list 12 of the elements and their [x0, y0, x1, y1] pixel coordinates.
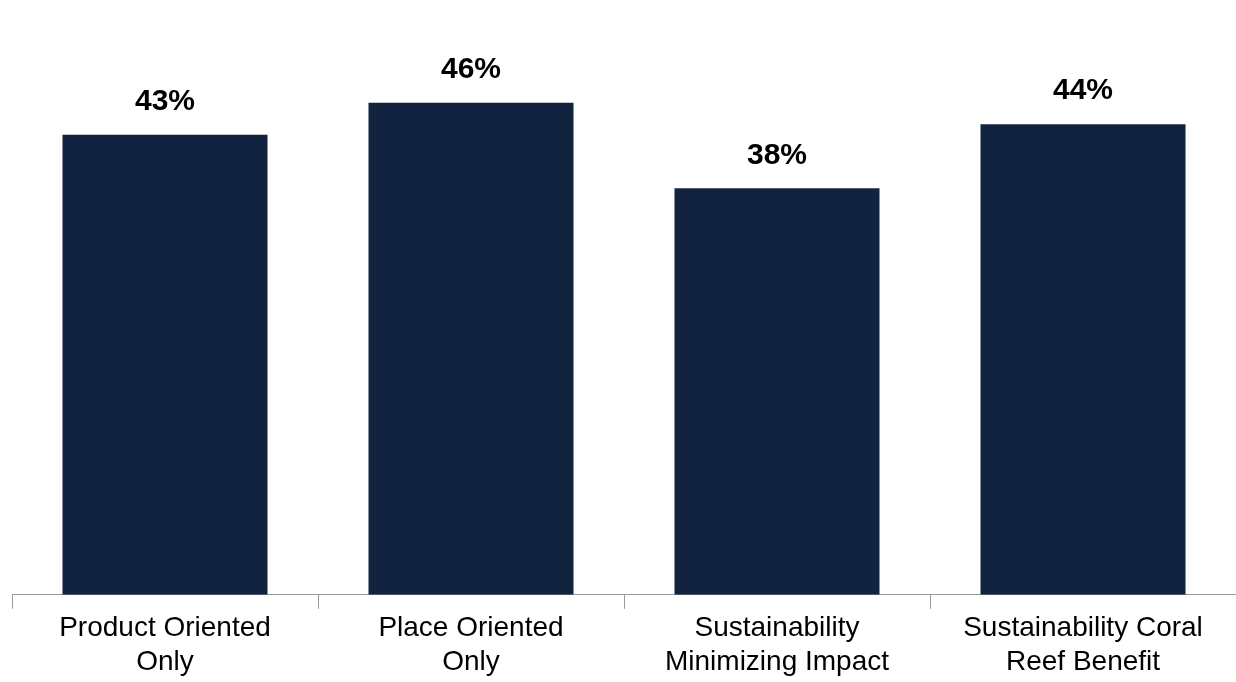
bar: [674, 188, 880, 595]
data-label: 38%: [746, 136, 808, 170]
bar: [62, 134, 268, 595]
bar: [368, 102, 574, 595]
data-label: 43%: [134, 83, 196, 117]
bar: [980, 124, 1186, 595]
x-tick-label: Product Oriented Only: [59, 611, 271, 676]
data-label: 46%: [440, 51, 502, 85]
x-tick-label: Sustainability Minimizing Impact: [664, 611, 890, 676]
x-tick-label: Place Oriented Only: [378, 611, 564, 676]
data-label: 44%: [1052, 72, 1114, 106]
x-tick-label: Sustainability Coral Reef Benefit: [963, 611, 1203, 676]
